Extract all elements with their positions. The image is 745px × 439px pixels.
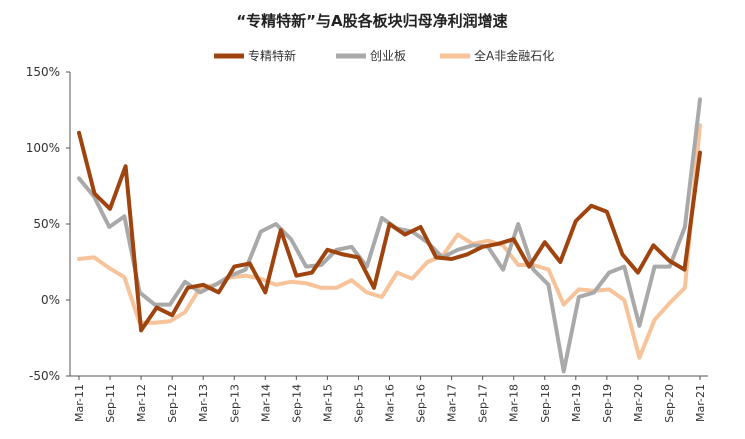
series-lines: [77, 97, 702, 374]
x-axis-ticks: Mar-11 Sep-11 Mar-12 Sep-12 Mar-13 Sep-13 Mar-…: [73, 376, 707, 423]
y-tick-label: 50%: [33, 217, 60, 231]
x-tick-label: Sep-15: [352, 384, 365, 423]
legend-label: 专精特新: [248, 48, 296, 63]
x-tick-label: Sep-11: [104, 384, 117, 423]
legend: 专精特新 创业板 全A非金融石化: [214, 48, 554, 63]
x-tick-label: Mar-18: [508, 384, 521, 422]
x-tick-label: Mar-17: [446, 384, 459, 422]
x-tick-label: Mar-16: [384, 384, 397, 422]
x-tick-label: Sep-20: [663, 384, 676, 423]
y-tick-label: 100%: [26, 141, 60, 155]
series-line-2: [77, 123, 702, 360]
legend-label: 全A非金融石化: [474, 48, 554, 63]
x-tick-label: Mar-13: [197, 384, 210, 422]
x-tick-label: Sep-14: [290, 384, 303, 423]
x-tick-label: Sep-12: [166, 384, 179, 423]
chart-title: “专精特新”与A股各板块归母净利润增速: [236, 12, 507, 30]
x-tick-label: Sep-13: [228, 384, 241, 423]
y-axis-ticks: -50% 0% 50% 100% 150%: [26, 65, 70, 383]
legend-label: 创业板: [370, 49, 406, 63]
series-line-1: [77, 97, 702, 374]
series-line-0: [77, 130, 702, 333]
y-tick-label: 0%: [41, 293, 60, 307]
x-tick-label: Mar-14: [259, 384, 272, 422]
x-tick-label: Mar-21: [694, 384, 707, 422]
x-tick-label: Mar-12: [135, 384, 148, 422]
y-tick-label: -50%: [29, 369, 60, 383]
x-tick-label: Mar-11: [73, 384, 86, 422]
x-tick-label: Sep-18: [539, 384, 552, 423]
x-tick-label: Mar-20: [632, 384, 645, 422]
x-tick-label: Sep-16: [415, 384, 428, 423]
x-tick-label: Sep-19: [601, 384, 614, 423]
x-tick-label: Mar-19: [570, 384, 583, 422]
x-tick-label: Mar-15: [321, 384, 334, 422]
x-tick-label: Sep-17: [477, 384, 490, 423]
y-tick-label: 150%: [26, 65, 60, 79]
